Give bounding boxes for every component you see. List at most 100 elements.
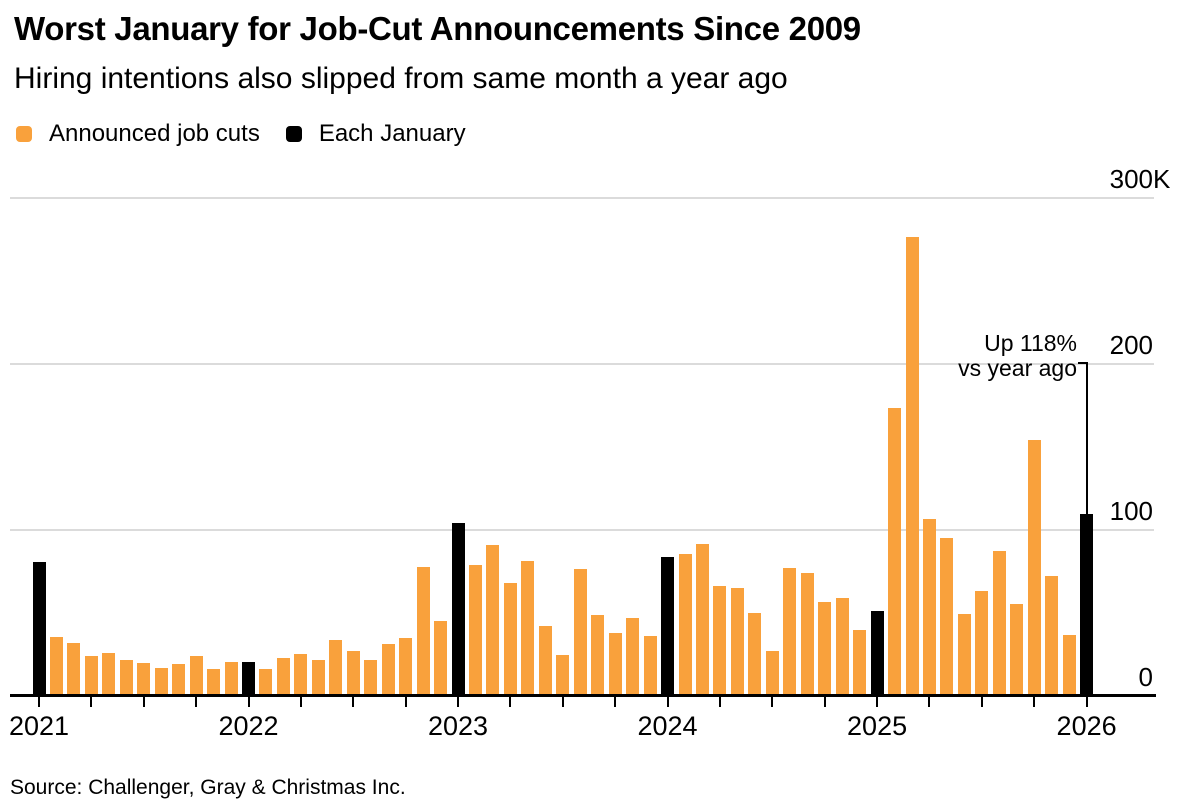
x-axis-tick [928,697,931,707]
bar-2023-05 [521,561,535,694]
annotation-connector-horizontal [1078,362,1088,364]
page-subtitle: Hiring intentions also slipped from same… [14,62,788,95]
bar-2021-06 [119,660,133,694]
legend: Announced job cuts Each January [16,122,492,146]
bar-2025-07 [975,591,989,694]
bar-2022-09 [381,644,395,694]
bar-2021-10 [189,656,203,694]
bar-2025-10 [1027,440,1041,694]
bar-2022-12 [434,621,448,694]
x-axis-tick [195,697,198,707]
bar-2021-07 [137,663,151,694]
x-axis-tick [718,697,721,707]
bar-2023-07 [556,655,570,694]
bar-2024-05 [730,588,744,694]
gridline-300K [10,197,1154,199]
bar-2024-01 [661,557,675,694]
annotation-line-1: Up 118% [984,330,1077,356]
orange-swatch-icon [16,126,32,142]
bar-2023-11 [626,618,640,694]
x-axis-tick [299,697,302,707]
page-title: Worst January for Job-Cut Announcements … [14,10,861,47]
bar-2023-02 [469,565,482,694]
bar-2021-05 [102,653,116,694]
bar-2025-12 [1062,635,1076,694]
bar-2025-01 [870,611,884,694]
bar-2024-11 [835,598,849,694]
bar-2026-01 [1080,514,1094,694]
bar-2022-05 [311,660,325,694]
legend-item-each-january: Each January [285,120,466,147]
bar-2022-06 [329,640,343,694]
black-swatch-icon [285,126,302,142]
x-axis-tick [38,697,40,707]
annotation-line-2: vs year ago [958,355,1077,381]
bar-2023-10 [608,633,622,694]
x-axis-tick [980,697,983,707]
x-axis-year-label-2022: 2022 [218,711,279,741]
x-axis-tick [1033,697,1036,707]
x-axis-baseline [10,694,1156,697]
bar-2021-02 [49,637,63,694]
bar-2022-04 [294,654,308,694]
x-axis-tick [823,697,826,707]
bar-2024-03 [695,544,709,694]
x-axis-year-label-2025: 2025 [847,711,908,741]
x-axis-year-label-2026: 2026 [1056,711,1117,741]
bar-2024-09 [800,573,814,694]
bar-2025-02 [888,408,902,694]
bar-2021-11 [207,669,221,694]
x-axis-tick [1085,697,1088,707]
bar-2023-09 [591,615,605,694]
bar-2022-03 [276,658,290,694]
x-axis-tick [352,697,355,707]
x-axis-tick [509,697,512,707]
x-axis-tick [876,697,879,707]
bar-2021-08 [154,668,168,694]
bar-2021-04 [84,656,98,694]
bar-2025-04 [922,519,936,694]
bar-2024-02 [678,554,692,694]
bar-2022-10 [399,638,413,694]
x-axis-tick [771,697,774,707]
x-axis-tick [142,697,145,707]
bar-2022-11 [416,567,430,694]
bar-2021-12 [224,662,238,694]
plot-area [10,197,1156,707]
bar-2023-08 [573,569,587,694]
bar-2024-06 [748,613,762,694]
bar-2024-10 [818,602,832,694]
y-axis-label-300K: 300 K [1109,164,1171,194]
x-axis-year-label-2024: 2024 [637,711,698,741]
legend-label: Each January [318,120,466,147]
x-axis-tick [666,697,669,707]
y-axis-label-200: 200 [1109,330,1153,360]
y-axis-unit-suffix: K [1153,164,1171,194]
bar-2023-03 [486,545,500,694]
bar-2023-12 [643,636,657,694]
bar-2025-03 [905,237,919,694]
bar-2024-04 [713,586,727,694]
x-axis-tick [247,697,250,707]
y-axis-label-100: 100 [1109,496,1153,526]
bar-2023-01 [451,523,465,694]
bar-2021-09 [172,664,186,694]
bar-2022-01 [242,662,256,694]
x-axis-year-label-2023: 2023 [427,711,489,741]
gridline-100 [10,529,1154,531]
bar-2021-03 [67,643,81,694]
bar-2023-04 [503,583,517,694]
x-axis-year-label-2021: 2021 [8,711,70,741]
legend-label: Announced job cuts [49,120,260,147]
bar-2024-12 [853,630,867,694]
bar-2022-08 [364,660,378,694]
bar-2025-09 [1010,604,1024,694]
gridline-200 [10,363,1154,365]
x-axis-tick [457,697,460,707]
bar-2025-08 [992,551,1006,694]
bar-2024-08 [783,568,797,694]
x-axis-tick [614,697,617,707]
bar-2025-11 [1045,576,1059,694]
x-axis-tick [561,697,564,707]
